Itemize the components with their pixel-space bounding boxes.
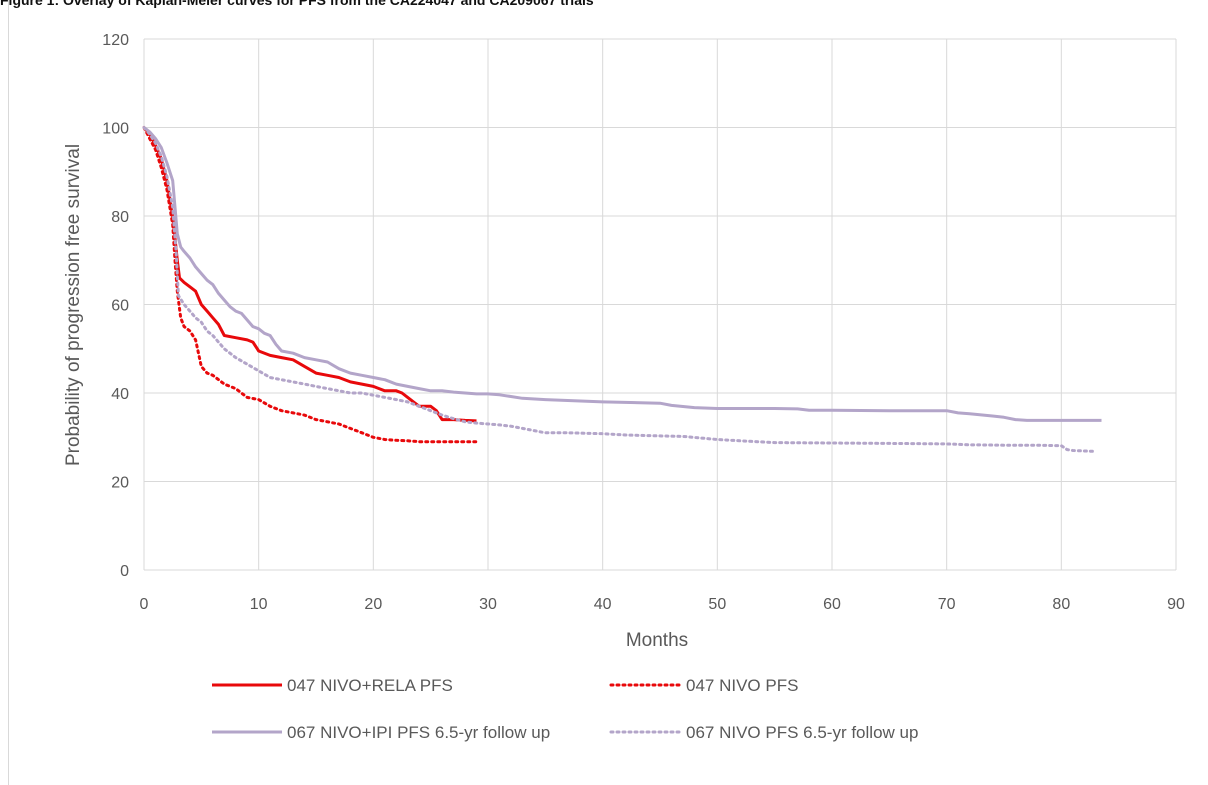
x-tick-label: 0 (140, 596, 149, 613)
kaplan-meier-chart: 0 20 40 60 80 100 120 0 10 20 30 40 50 60 70 80 90 Proba… (63, 32, 1185, 742)
legend-label-2: 047 NIVO PFS (686, 676, 798, 695)
x-tick-label: 30 (479, 596, 497, 613)
tick-labels: 0 20 40 60 80 100 120 0 10 20 30 40 50 60 70 80 90 (102, 32, 1185, 613)
chart-area: 0 20 40 60 80 100 120 0 10 20 30 40 50 60 70 80 90 Proba… (8, 0, 1208, 785)
y-tick-label: 60 (111, 298, 129, 315)
legend: 047 NIVO+RELA PFS 047 NIVO PFS 067 NIVO+IP… (212, 676, 918, 742)
legend-label-3: 067 NIVO+IPI PFS 6.5-yr follow up (287, 723, 550, 742)
x-tick-label: 20 (364, 596, 382, 613)
series-line-3 (143, 126, 1102, 422)
series-line-1 (142, 126, 477, 423)
legend-label-4: 067 NIVO PFS 6.5-yr follow up (686, 723, 918, 742)
figure-caption: Figure 1: Overlay of Kaplan-Meier curves… (0, 0, 594, 8)
x-tick-label: 40 (594, 596, 612, 613)
x-tick-label: 70 (938, 596, 956, 613)
x-tick-label: 10 (250, 596, 268, 613)
x-axis-title: Months (626, 630, 688, 651)
y-tick-label: 40 (111, 386, 129, 403)
series-lines (142, 126, 1102, 453)
y-axis-title: Probability of progression free survival (63, 144, 84, 466)
x-tick-label: 80 (1052, 596, 1070, 613)
series-line-4 (142, 126, 1098, 453)
y-tick-label: 80 (111, 209, 129, 226)
x-tick-label: 50 (708, 596, 726, 613)
x-tick-label: 90 (1167, 596, 1185, 613)
y-tick-label: 120 (102, 32, 129, 49)
y-tick-label: 0 (120, 563, 129, 580)
series-line-2 (142, 126, 478, 444)
x-tick-label: 60 (823, 596, 841, 613)
y-tick-label: 100 (102, 121, 129, 138)
legend-label-1: 047 NIVO+RELA PFS (287, 676, 453, 695)
gridlines (143, 38, 1177, 571)
y-tick-label: 20 (111, 475, 129, 492)
